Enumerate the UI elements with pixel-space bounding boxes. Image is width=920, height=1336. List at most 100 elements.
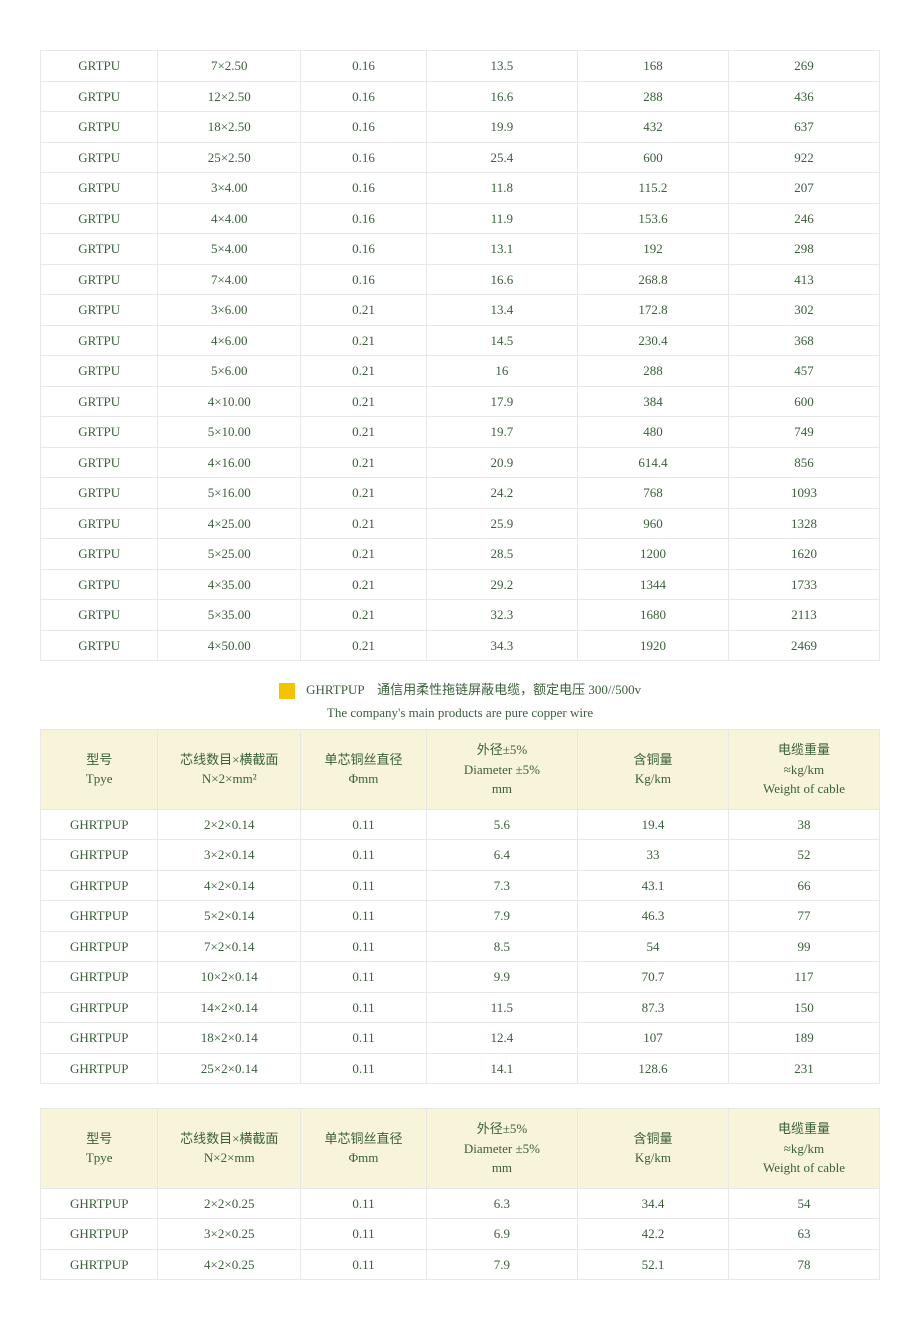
table-cell: 70.7 xyxy=(577,962,728,993)
table-cell: 7.3 xyxy=(426,870,577,901)
table-cell: 25.4 xyxy=(426,142,577,173)
table-cell: 0.11 xyxy=(301,992,427,1023)
table-cell: 11.9 xyxy=(426,203,577,234)
table-cell: 7×4.00 xyxy=(158,264,301,295)
table-cell: 1200 xyxy=(577,539,728,570)
table-cell: 52 xyxy=(728,840,879,871)
col-weight: 电缆重量 ≈kg/km Weight of cable xyxy=(728,1109,879,1189)
table-cell: 3×6.00 xyxy=(158,295,301,326)
table-cell: 960 xyxy=(577,508,728,539)
table-cell: 0.21 xyxy=(301,478,427,509)
table-row: GRTPU4×25.000.2125.99601328 xyxy=(41,508,880,539)
table-cell: 14.5 xyxy=(426,325,577,356)
table-cell: 0.11 xyxy=(301,840,427,871)
col-od: 外径±5% Diameter ±5% mm xyxy=(426,730,577,810)
table-header-row: 型号 Tpye 芯线数目×横截面 N×2×mm² 单芯铜丝直径 Φmm 外径±5… xyxy=(41,730,880,810)
hdr-text: 芯线数目×横截面 xyxy=(180,1131,278,1146)
hdr-text: Kg/km xyxy=(635,1150,671,1165)
table-cell: 29.2 xyxy=(426,569,577,600)
table-row: GRTPU3×6.000.2113.4172.8302 xyxy=(41,295,880,326)
table-cell: GRTPU xyxy=(41,142,158,173)
table-row: GRTPU4×4.000.1611.9153.6246 xyxy=(41,203,880,234)
table-cell: 10×2×0.14 xyxy=(158,962,301,993)
table-cell: 2×2×0.25 xyxy=(158,1188,301,1219)
table-cell: 0.21 xyxy=(301,630,427,661)
table-cell: 600 xyxy=(728,386,879,417)
table-cell: GRTPU xyxy=(41,264,158,295)
table-cell: 0.16 xyxy=(301,112,427,143)
heading-code: GHRTPUP xyxy=(306,682,364,697)
table-row: GHRTPUP2×2×0.140.115.619.438 xyxy=(41,809,880,840)
table-cell: 117 xyxy=(728,962,879,993)
table-cell: GHRTPUP xyxy=(41,1053,158,1084)
table-cell: 16.6 xyxy=(426,81,577,112)
table-cell: 34.4 xyxy=(577,1188,728,1219)
table-cell: 34.3 xyxy=(426,630,577,661)
table-cell: GRTPU xyxy=(41,508,158,539)
hdr-text: Diameter ±5% xyxy=(464,1141,540,1156)
hdr-text: 单芯铜丝直径 xyxy=(324,752,402,767)
table-cell: 18×2.50 xyxy=(158,112,301,143)
table-row: GRTPU4×16.000.2120.9614.4856 xyxy=(41,447,880,478)
table-cell: 11.5 xyxy=(426,992,577,1023)
spec-table-3: 型号 Tpye 芯线数目×横截面 N×2×mm 单芯铜丝直径 Φmm 外径±5%… xyxy=(40,1108,880,1280)
table-cell: 18×2×0.14 xyxy=(158,1023,301,1054)
table-cell: 13.4 xyxy=(426,295,577,326)
table-cell: 6.4 xyxy=(426,840,577,871)
table-cell: 25×2.50 xyxy=(158,142,301,173)
table-cell: 0.11 xyxy=(301,809,427,840)
table-row: GHRTPUP3×2×0.140.116.43352 xyxy=(41,840,880,871)
table-cell: 0.21 xyxy=(301,569,427,600)
table-cell: 0.16 xyxy=(301,203,427,234)
hdr-text: 含铜量 xyxy=(633,1131,672,1146)
table-row: GRTPU4×10.000.2117.9384600 xyxy=(41,386,880,417)
table-cell: GRTPU xyxy=(41,569,158,600)
table-cell: 457 xyxy=(728,356,879,387)
table-cell: GRTPU xyxy=(41,600,158,631)
table-cell: 4×25.00 xyxy=(158,508,301,539)
table-cell: 384 xyxy=(577,386,728,417)
table-cell: 302 xyxy=(728,295,879,326)
hdr-text: N×2×mm² xyxy=(202,771,257,786)
table-cell: 231 xyxy=(728,1053,879,1084)
table-row: GHRTPUP7×2×0.140.118.55499 xyxy=(41,931,880,962)
table-cell: 5×6.00 xyxy=(158,356,301,387)
table-cell: 7.9 xyxy=(426,1249,577,1280)
table-cell: 14.1 xyxy=(426,1053,577,1084)
table-cell: 4×6.00 xyxy=(158,325,301,356)
table-cell: 7×2×0.14 xyxy=(158,931,301,962)
table-cell: 77 xyxy=(728,901,879,932)
table-cell: 5×35.00 xyxy=(158,600,301,631)
table-cell: GRTPU xyxy=(41,234,158,265)
table-cell: GHRTPUP xyxy=(41,870,158,901)
table-cell: 298 xyxy=(728,234,879,265)
table-cell: 19.4 xyxy=(577,809,728,840)
hdr-text: 外径±5% xyxy=(477,742,527,757)
table-cell: GRTPU xyxy=(41,386,158,417)
table-cell: 43.1 xyxy=(577,870,728,901)
table-cell: 1920 xyxy=(577,630,728,661)
hdr-text: 电缆重量 xyxy=(778,742,830,757)
hdr-text: ≈kg/km xyxy=(784,762,824,777)
table-cell: 0.21 xyxy=(301,508,427,539)
table-cell: GHRTPUP xyxy=(41,840,158,871)
table-cell: GRTPU xyxy=(41,325,158,356)
table-cell: 2469 xyxy=(728,630,879,661)
hdr-text: 外径±5% xyxy=(477,1121,527,1136)
table-cell: 0.11 xyxy=(301,1249,427,1280)
table-cell: 0.11 xyxy=(301,870,427,901)
table-cell: 33 xyxy=(577,840,728,871)
table-cell: 1093 xyxy=(728,478,879,509)
table-cell: 24.2 xyxy=(426,478,577,509)
table-cell: GRTPU xyxy=(41,417,158,448)
hdr-text: Φmm xyxy=(349,771,379,786)
table-cell: 1328 xyxy=(728,508,879,539)
table-cell: 5×16.00 xyxy=(158,478,301,509)
table-cell: 0.11 xyxy=(301,962,427,993)
table-cell: 0.11 xyxy=(301,1053,427,1084)
table-cell: GRTPU xyxy=(41,203,158,234)
table-cell: 2×2×0.14 xyxy=(158,809,301,840)
col-wire-dia: 单芯铜丝直径 Φmm xyxy=(301,730,427,810)
table-cell: 768 xyxy=(577,478,728,509)
table-cell: 19.7 xyxy=(426,417,577,448)
